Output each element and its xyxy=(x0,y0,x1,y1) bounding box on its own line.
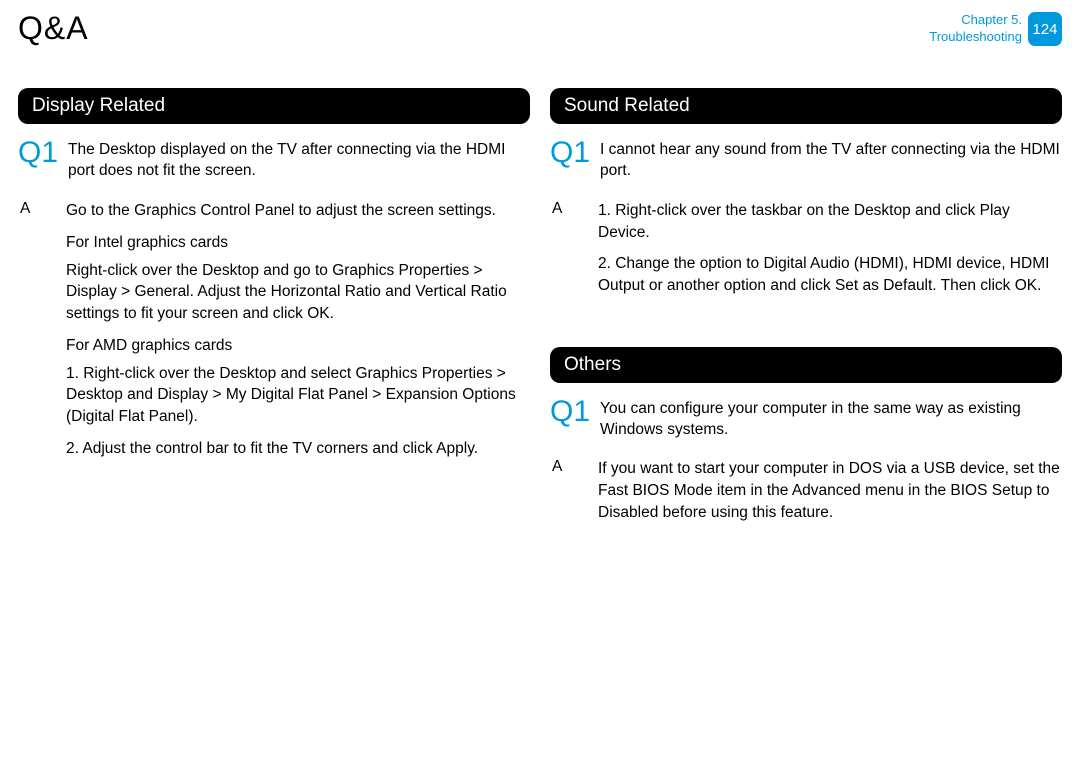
answer-row: A Go to the Graphics Control Panel to ad… xyxy=(18,200,530,222)
sub-heading-intel: For Intel graphics cards xyxy=(66,234,530,252)
answer-text: If you want to start your computer in DO… xyxy=(598,458,1062,523)
section-header-others: Others xyxy=(550,347,1062,383)
qa-block-display: Q1 The Desktop displayed on the TV after… xyxy=(18,138,530,459)
answer-text: Go to the Graphics Control Panel to adju… xyxy=(66,200,496,222)
question-label: Q1 xyxy=(550,397,590,427)
qa-block-others: Q1 You can conﬁgure your computer in the… xyxy=(550,397,1062,524)
question-row: Q1 The Desktop displayed on the TV after… xyxy=(18,138,530,182)
sound-step-2: 2. Change the option to Digital Audio (H… xyxy=(598,253,1062,296)
section-header-display: Display Related xyxy=(18,88,530,124)
answer-label: A xyxy=(550,200,588,218)
question-label: Q1 xyxy=(18,138,58,168)
sub-heading-amd: For AMD graphics cards xyxy=(66,337,530,355)
page-number-badge: 124 xyxy=(1028,12,1062,46)
answer-label: A xyxy=(550,458,588,476)
right-column: Sound Related Q1 I cannot hear any sound… xyxy=(550,88,1062,540)
page-title: Q&A xyxy=(18,10,89,47)
answer-steps: 1. Right-click over the taskbar on the D… xyxy=(598,200,1062,307)
left-column: Display Related Q1 The Desktop displayed… xyxy=(18,88,530,540)
body-intel: Right-click over the Desktop and go to G… xyxy=(66,260,530,325)
question-text: I cannot hear any sound from the TV afte… xyxy=(600,138,1062,182)
sound-step-1: 1. Right-click over the taskbar on the D… xyxy=(598,200,1062,243)
chapter-line-1: Chapter 5. xyxy=(929,12,1022,29)
amd-step-2: 2. Adjust the control bar to ﬁt the TV c… xyxy=(66,438,530,460)
content-columns: Display Related Q1 The Desktop displayed… xyxy=(18,88,1062,540)
question-row: Q1 You can conﬁgure your computer in the… xyxy=(550,397,1062,441)
header-right: Chapter 5. Troubleshooting 124 xyxy=(929,12,1062,46)
answer-row: A 1. Right-click over the taskbar on the… xyxy=(550,200,1062,307)
question-text: You can conﬁgure your computer in the sa… xyxy=(600,397,1062,441)
question-row: Q1 I cannot hear any sound from the TV a… xyxy=(550,138,1062,182)
answer-row: A If you want to start your computer in … xyxy=(550,458,1062,523)
question-text: The Desktop displayed on the TV after co… xyxy=(68,138,530,182)
amd-step-1: 1. Right-click over the Desktop and sele… xyxy=(66,363,530,428)
chapter-line-2: Troubleshooting xyxy=(929,29,1022,46)
section-header-sound: Sound Related xyxy=(550,88,1062,124)
qa-block-sound: Q1 I cannot hear any sound from the TV a… xyxy=(550,138,1062,307)
answer-label: A xyxy=(18,200,56,218)
question-label: Q1 xyxy=(550,138,590,168)
chapter-info: Chapter 5. Troubleshooting xyxy=(929,12,1022,46)
